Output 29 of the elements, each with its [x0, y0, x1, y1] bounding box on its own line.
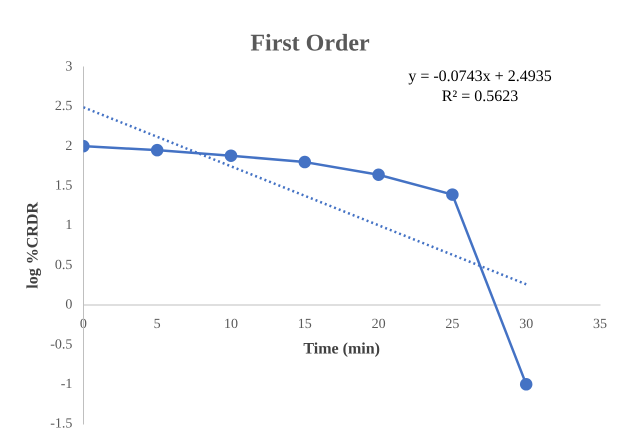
x-tick-label: 35 — [593, 317, 607, 332]
y-axis-title: log %CRDR — [24, 202, 42, 289]
point — [372, 168, 385, 182]
x-tick-label: 30 — [519, 317, 534, 332]
annotation: R² = 0.5623 — [442, 88, 518, 106]
point — [520, 378, 532, 391]
y-tick-label: 1 — [65, 218, 72, 234]
y-tick-label: 0.5 — [54, 258, 72, 273]
point — [150, 144, 164, 156]
y-tick-label: -1 — [60, 376, 72, 392]
y-tick-label: 2 — [65, 138, 72, 154]
point — [446, 188, 459, 201]
y-tick-label: 2.5 — [54, 99, 72, 114]
y-tick-label: 0 — [65, 298, 72, 313]
y-tick-label: -0.5 — [50, 337, 72, 352]
y-tick-label: 3 — [65, 59, 72, 74]
x-tick-label: 10 — [224, 317, 238, 332]
x-axis-title: Time (min) — [303, 340, 380, 358]
y-tick-label: 1.5 — [54, 178, 72, 194]
x-tick-label: 20 — [372, 317, 386, 332]
x-tick-label: 15 — [298, 317, 312, 332]
point — [298, 156, 312, 168]
chart-title: First Order — [250, 30, 370, 57]
annotation: y = -0.0743x + 2.4935 — [408, 68, 552, 86]
x-tick-label: 25 — [445, 317, 460, 332]
x-tick-label: 5 — [154, 317, 161, 332]
x-tick-label: 0 — [80, 317, 87, 332]
y-tick-label: -1.5 — [50, 416, 72, 432]
point — [224, 149, 238, 162]
